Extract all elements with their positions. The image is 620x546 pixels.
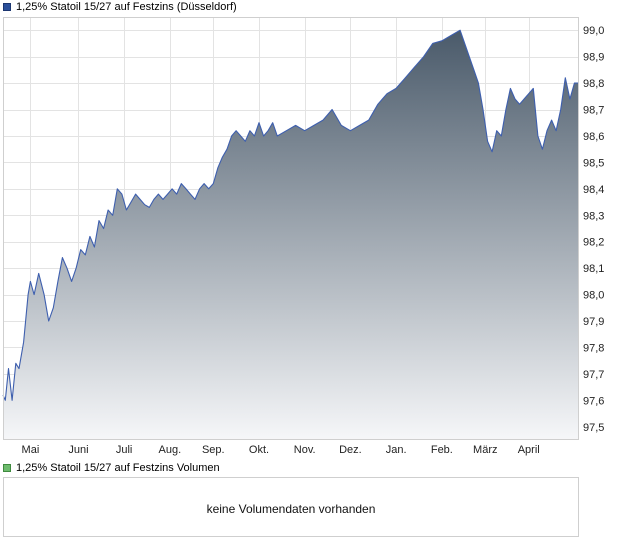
- y-tick-label: 97,5: [583, 422, 604, 434]
- x-tick-label: Feb.: [431, 444, 453, 456]
- price-legend-label: 1,25% Statoil 15/27 auf Festzins (Düssel…: [16, 1, 237, 13]
- y-tick-label: 97,6: [583, 395, 604, 407]
- no-volume-message: keine Volumendaten vorhanden: [206, 502, 376, 516]
- x-tick-label: Aug.: [159, 444, 182, 456]
- volume-legend: 1,25% Statoil 15/27 auf Festzins Volumen: [3, 461, 220, 475]
- y-tick-label: 97,7: [583, 369, 604, 381]
- x-tick-label: Dez.: [339, 444, 362, 456]
- y-tick-label: 97,9: [583, 316, 604, 328]
- y-tick-label: 98,6: [583, 131, 604, 143]
- price-chart: 97,5 97,6 97,7 97,8 97,9 98,0 98,1 98,2 98,3 98,4…: [2, 17, 604, 456]
- y-tick-label: 98,2: [583, 237, 604, 249]
- y-tick-label: 98,0: [583, 290, 604, 302]
- x-tick-label: Juli: [116, 444, 133, 456]
- price-line: [2, 29, 579, 401]
- price-legend-swatch: [3, 3, 11, 11]
- x-tick-label: März: [473, 444, 497, 456]
- volume-chart-area: keine Volumendaten vorhanden: [3, 477, 579, 537]
- y-tick-label: 98,5: [583, 157, 604, 169]
- x-tick-label: Mai: [22, 444, 40, 456]
- y-tick-label: 98,1: [583, 263, 604, 275]
- plot-frame: [3, 17, 579, 440]
- y-tick-label: 98,8: [583, 78, 604, 90]
- x-tick-label: April: [518, 444, 540, 456]
- y-tick-label: 98,9: [583, 52, 604, 64]
- price-legend: 1,25% Statoil 15/27 auf Festzins (Düssel…: [3, 0, 237, 14]
- volume-legend-swatch: [3, 464, 11, 472]
- volume-legend-label: 1,25% Statoil 15/27 auf Festzins Volumen: [16, 462, 220, 474]
- y-tick-label: 98,4: [583, 184, 604, 196]
- y-tick-label: 97,8: [583, 342, 604, 354]
- y-tick-label: 99,0: [583, 25, 604, 37]
- x-tick-label: Nov.: [294, 444, 316, 456]
- x-tick-label: Juni: [68, 444, 88, 456]
- x-tick-label: Sep.: [202, 444, 225, 456]
- price-area: [3, 30, 579, 440]
- x-tick-label: Okt.: [249, 444, 269, 456]
- y-tick-label: 98,7: [583, 105, 604, 117]
- y-tick-label: 98,3: [583, 210, 604, 222]
- x-tick-label: Jan.: [386, 444, 407, 456]
